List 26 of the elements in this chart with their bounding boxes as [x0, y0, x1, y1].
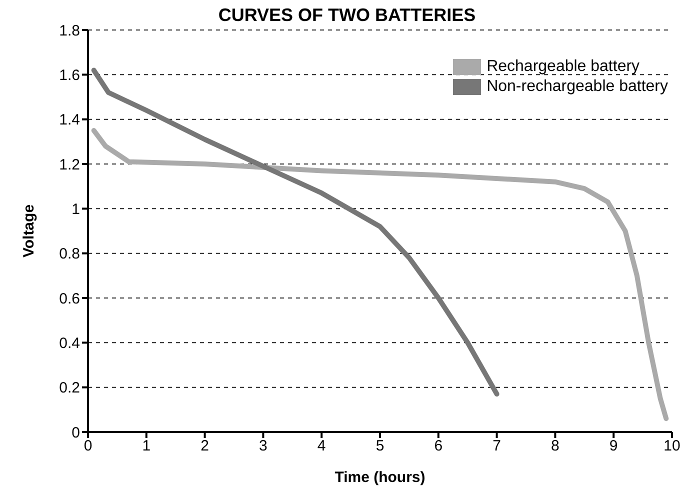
- legend-label: Rechargeable battery: [486, 58, 640, 76]
- x-tick-label: 10: [664, 438, 680, 455]
- y-tick-label: 0.4: [59, 334, 80, 352]
- y-tick-label: 1.8: [59, 22, 80, 40]
- x-tick-label: 7: [492, 438, 501, 455]
- legend-label: Non-rechargeable battery: [486, 78, 668, 96]
- y-tick-label: 1.6: [59, 66, 80, 84]
- x-tick-label: 0: [84, 438, 92, 455]
- x-tick-label: 3: [259, 438, 268, 455]
- x-tick-label: 6: [434, 438, 443, 455]
- y-tick-label: 1.2: [59, 156, 80, 174]
- x-tick-label: 2: [200, 438, 209, 455]
- x-tick-label: 9: [609, 438, 618, 455]
- x-tick-label: 8: [551, 438, 560, 455]
- y-axis-title: Voltage: [20, 204, 38, 258]
- x-axis-title: Time (hours): [334, 469, 426, 486]
- x-tick-label: 5: [376, 438, 384, 455]
- y-tick-label: 1.4: [59, 112, 80, 129]
- x-tick-label: 1: [142, 438, 151, 455]
- x-tick-label: 4: [317, 438, 326, 455]
- y-tick-label: 0.2: [59, 380, 80, 397]
- chart-title: CURVES OF TWO BATTERIES: [217, 5, 477, 25]
- y-tick-label: 1: [72, 200, 80, 218]
- y-tick-label: 0.6: [59, 290, 80, 308]
- y-tick-label: 0.8: [59, 246, 80, 263]
- y-tick-label: 0: [72, 424, 80, 442]
